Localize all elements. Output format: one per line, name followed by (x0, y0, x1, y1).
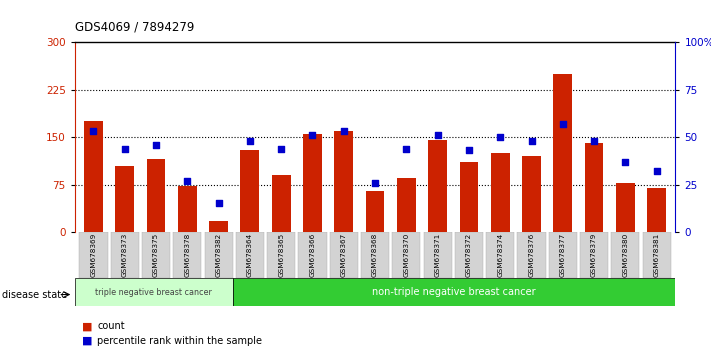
Text: GSM678369: GSM678369 (90, 233, 97, 277)
FancyBboxPatch shape (518, 232, 545, 278)
Point (464, 148, 475, 153)
Text: GSM678371: GSM678371 (434, 233, 441, 277)
Bar (397, 178, 416, 232)
Bar (522, 156, 541, 232)
Point (275, 146, 287, 152)
Text: GDS4069 / 7894279: GDS4069 / 7894279 (75, 21, 194, 34)
FancyBboxPatch shape (611, 232, 639, 278)
FancyBboxPatch shape (330, 232, 358, 278)
Text: GSM678368: GSM678368 (372, 233, 378, 277)
Point (557, 121, 569, 127)
Point (244, 138, 255, 144)
Text: GSM678365: GSM678365 (278, 233, 284, 277)
Point (651, 169, 663, 174)
Text: GSM678366: GSM678366 (309, 233, 316, 277)
Text: ■: ■ (82, 336, 92, 346)
FancyBboxPatch shape (549, 232, 577, 278)
Point (495, 135, 506, 140)
Text: disease state: disease state (2, 290, 68, 299)
Text: ■: ■ (82, 321, 92, 331)
Text: count: count (97, 321, 125, 331)
Text: GSM678381: GSM678381 (653, 233, 660, 277)
Point (150, 142, 161, 148)
Point (620, 159, 631, 165)
FancyBboxPatch shape (205, 232, 232, 278)
Point (401, 146, 412, 152)
FancyBboxPatch shape (392, 232, 420, 278)
Text: GSM678379: GSM678379 (591, 233, 597, 277)
Text: GSM678367: GSM678367 (341, 233, 347, 277)
Bar (75, 278, 232, 306)
Point (213, 201, 224, 206)
Bar (146, 159, 166, 232)
FancyBboxPatch shape (455, 232, 483, 278)
Text: GSM678374: GSM678374 (497, 233, 503, 277)
Text: GSM678373: GSM678373 (122, 233, 128, 277)
Bar (209, 221, 228, 232)
FancyBboxPatch shape (111, 232, 139, 278)
Bar (647, 188, 666, 232)
FancyBboxPatch shape (80, 232, 107, 278)
Bar (240, 150, 260, 232)
FancyBboxPatch shape (299, 232, 326, 278)
FancyBboxPatch shape (142, 232, 170, 278)
Point (432, 132, 444, 138)
Text: GSM678382: GSM678382 (215, 233, 222, 277)
Bar (334, 131, 353, 232)
Bar (178, 187, 197, 232)
FancyBboxPatch shape (580, 232, 608, 278)
Text: GSM678372: GSM678372 (466, 233, 472, 277)
Point (526, 138, 538, 144)
Bar (616, 183, 635, 232)
Text: GSM678378: GSM678378 (184, 233, 191, 277)
Text: GSM678376: GSM678376 (528, 233, 535, 277)
Text: GSM678375: GSM678375 (153, 233, 159, 277)
FancyBboxPatch shape (173, 232, 201, 278)
Point (306, 132, 318, 138)
Text: percentile rank within the sample: percentile rank within the sample (97, 336, 262, 346)
Bar (491, 153, 510, 232)
Point (589, 138, 600, 144)
FancyBboxPatch shape (267, 232, 295, 278)
Text: GSM678377: GSM678377 (560, 233, 566, 277)
Bar (232, 278, 675, 306)
Bar (428, 140, 447, 232)
FancyBboxPatch shape (361, 232, 389, 278)
Bar (272, 175, 291, 232)
Text: triple negative breast cancer: triple negative breast cancer (95, 287, 212, 297)
Text: GSM678380: GSM678380 (622, 233, 629, 277)
FancyBboxPatch shape (486, 232, 514, 278)
Point (370, 180, 381, 185)
Bar (84, 121, 103, 232)
Text: GSM678364: GSM678364 (247, 233, 253, 277)
Text: GSM678370: GSM678370 (403, 233, 410, 277)
Bar (115, 166, 134, 232)
FancyBboxPatch shape (236, 232, 264, 278)
FancyBboxPatch shape (424, 232, 451, 278)
Point (181, 178, 193, 184)
Point (87, 129, 99, 134)
Point (338, 129, 349, 134)
Bar (584, 143, 604, 232)
Bar (459, 162, 479, 232)
Point (119, 146, 130, 152)
Bar (303, 134, 322, 232)
Bar (553, 74, 572, 232)
Text: non-triple negative breast cancer: non-triple negative breast cancer (373, 287, 536, 297)
Bar (365, 191, 385, 232)
FancyBboxPatch shape (643, 232, 670, 278)
